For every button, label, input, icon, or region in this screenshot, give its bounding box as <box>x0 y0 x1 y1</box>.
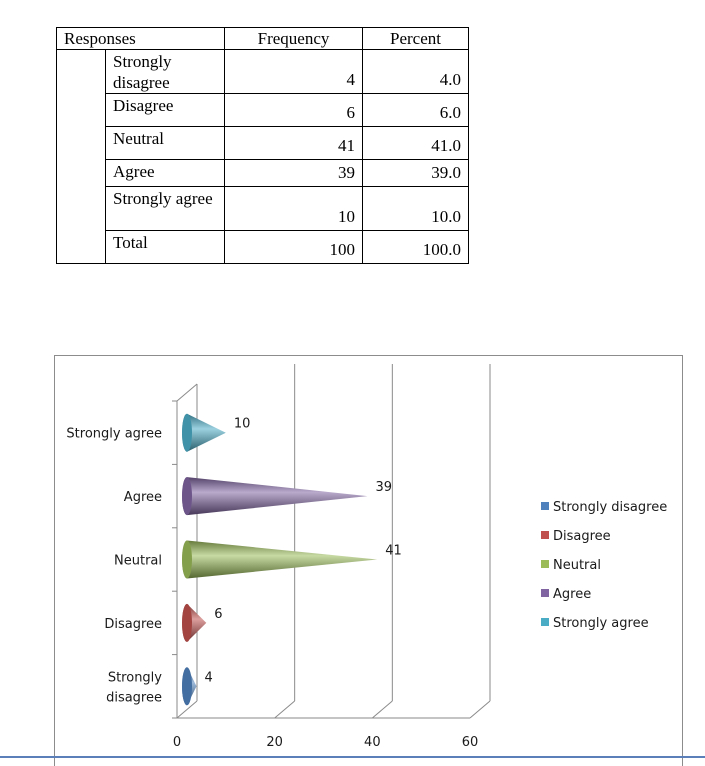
data-label: 10 <box>234 417 251 432</box>
cone-base <box>182 603 192 642</box>
data-label: 41 <box>385 544 402 559</box>
x-tick-label: 60 <box>462 735 479 750</box>
percent-value: 41.0 <box>362 126 469 160</box>
legend-entry: Strongly agree <box>553 616 649 631</box>
gridline-floor <box>372 700 393 719</box>
cone-base <box>182 540 192 579</box>
x-tick-label: 20 <box>266 735 283 750</box>
axis-top-edge <box>176 383 198 402</box>
legend-swatch <box>541 589 549 597</box>
frequency-value: 6 <box>224 93 363 127</box>
y-category-label: Agree <box>124 490 162 505</box>
frequency-value: 4 <box>224 49 363 94</box>
page-bottom-rule <box>0 756 705 758</box>
response-label: Strongly disagree <box>105 49 225 94</box>
response-label: Disagree <box>105 93 225 127</box>
table-row: Total 100 100.0 <box>57 230 469 264</box>
legend-entry: Disagree <box>553 529 611 544</box>
table-row: Strongly disagree 4 4.0 <box>56 49 469 264</box>
frequency-value: 100 <box>224 230 363 264</box>
data-label: 39 <box>375 480 392 495</box>
data-label: 4 <box>205 670 213 685</box>
frequency-table: Responses Frequency Percent Strongly dis… <box>56 27 469 264</box>
cone-base <box>182 477 192 516</box>
frequency-value: 39 <box>224 159 363 187</box>
gridline-floor <box>469 700 491 719</box>
legend-swatch <box>541 502 549 510</box>
chart-frame <box>54 355 683 766</box>
gridline-floor <box>274 700 295 719</box>
cone-base <box>182 667 192 706</box>
data-label: 6 <box>214 607 222 622</box>
legend-swatch <box>541 618 549 626</box>
legend-entry: Agree <box>553 587 591 602</box>
cone-bar-neutral <box>182 540 378 579</box>
y-category-label: disagree <box>106 690 162 705</box>
cone-bar-strongly-agree <box>182 413 226 452</box>
percent-value: 100.0 <box>362 230 469 264</box>
response-label: Total <box>105 230 225 264</box>
table-row: Strongly agree 10 10.0 <box>57 186 469 231</box>
cone-bar-agree <box>182 477 368 516</box>
response-label: Strongly agree <box>105 186 225 231</box>
table-row: Disagree 6 6.0 <box>57 93 469 127</box>
y-category-label: Strongly <box>108 670 162 685</box>
x-tick-label: 0 <box>173 735 181 750</box>
percent-value: 10.0 <box>362 186 469 231</box>
y-category-label: Strongly agree <box>66 427 162 442</box>
legend-swatch <box>541 531 549 539</box>
legend-entry: Neutral <box>553 558 601 573</box>
response-label: Neutral <box>105 126 225 160</box>
axis-bottom-edge <box>176 700 198 719</box>
cone-base <box>182 413 192 452</box>
percent-value: 4.0 <box>362 49 469 94</box>
y-category-label: Neutral <box>114 554 162 569</box>
y-category-label: Disagree <box>104 617 162 632</box>
blank-cell <box>56 49 106 264</box>
x-tick-label: 40 <box>364 735 381 750</box>
legend-swatch <box>541 560 549 568</box>
legend-entry: Strongly disagree <box>553 500 667 515</box>
